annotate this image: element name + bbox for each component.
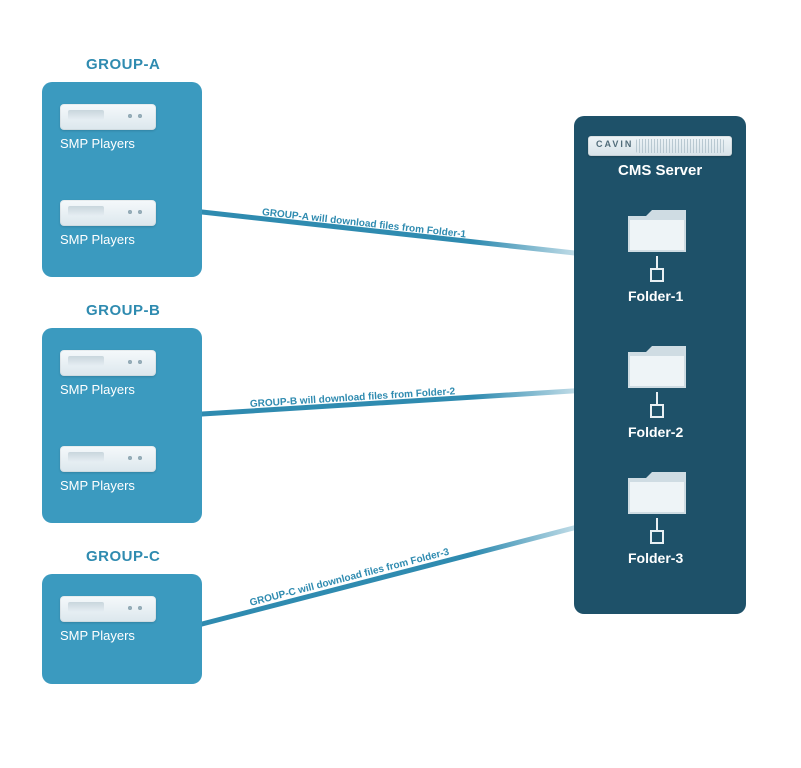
smp-player-label: SMP Players bbox=[60, 382, 135, 397]
group-c-title: GROUP-C bbox=[86, 548, 160, 565]
edge-a bbox=[202, 212, 620, 258]
folder-1-label: Folder-1 bbox=[628, 288, 683, 304]
smp-player-device bbox=[60, 104, 156, 130]
smp-player-device bbox=[60, 446, 156, 472]
smp-player-label: SMP Players bbox=[60, 478, 135, 493]
smp-player-device bbox=[60, 200, 156, 226]
folder-icon bbox=[626, 468, 688, 518]
cms-server-title: CMS Server bbox=[618, 162, 702, 179]
smp-player-label: SMP Players bbox=[60, 232, 135, 247]
folder-icon bbox=[626, 342, 688, 392]
group-b-title: GROUP-B bbox=[86, 302, 160, 319]
edge-c-label: GROUP-C will download files from Folder-… bbox=[249, 547, 451, 609]
smp-player-device bbox=[60, 350, 156, 376]
folder-2-label: Folder-2 bbox=[628, 424, 683, 440]
server-brand-label: CAVIN bbox=[596, 139, 633, 149]
edge-b-label: GROUP-B will download files from Folder-… bbox=[250, 386, 456, 410]
edge-a-label: GROUP-A will download files from Folder-… bbox=[261, 207, 466, 240]
smp-player-label: SMP Players bbox=[60, 628, 135, 643]
smp-player-device bbox=[60, 596, 156, 622]
diagram-canvas: GROUP-A will download files from Folder-… bbox=[0, 0, 801, 768]
edge-c bbox=[202, 516, 620, 624]
server-rack-device: CAVIN bbox=[588, 136, 732, 156]
smp-player-label: SMP Players bbox=[60, 136, 135, 151]
group-a-title: GROUP-A bbox=[86, 56, 160, 73]
folder-icon bbox=[626, 206, 688, 256]
folder-3-label: Folder-3 bbox=[628, 550, 683, 566]
